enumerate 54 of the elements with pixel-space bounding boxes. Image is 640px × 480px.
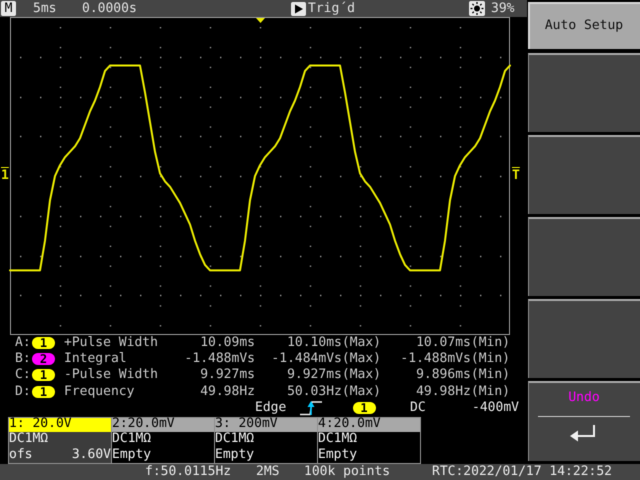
text: 50.03Hz(Max)	[287, 384, 381, 399]
text: RTC:2022/01/17 14:22:52	[432, 464, 612, 479]
text: 1: 20.0V	[9, 416, 72, 431]
text: 49.98Hz(Min)	[416, 384, 510, 399]
text: M	[4, 0, 12, 16]
text: Frequency	[64, 384, 134, 399]
text: Auto Setup	[544, 18, 624, 33]
text: 9.927ms(Max)	[287, 367, 381, 382]
text: -1.488mVs(Min)	[400, 351, 510, 366]
text: 3: 200mV	[215, 416, 278, 431]
text: 9.896ms(Min)	[416, 367, 510, 382]
text: DC1MΩ	[112, 431, 152, 446]
text: 1	[40, 385, 48, 399]
text: -1.484mVs(Max)	[271, 351, 381, 366]
text: C:	[15, 367, 31, 382]
text: -400mV	[472, 400, 519, 415]
text: f:50.0115Hz	[145, 464, 232, 479]
text: Undo	[568, 390, 600, 405]
text: 1	[40, 368, 48, 382]
text: 100k points	[304, 464, 390, 479]
text: 0.0000s	[82, 1, 137, 16]
text: 39%	[491, 1, 514, 16]
text: B:	[15, 351, 31, 366]
text: 2MS	[256, 464, 280, 479]
text: 3.60V	[72, 447, 111, 462]
text: -Pulse Width	[64, 367, 158, 382]
text: 10.10ms(Max)	[287, 335, 381, 350]
text: T	[512, 168, 520, 183]
text: ofs	[9, 447, 32, 462]
text: DC1MΩ	[318, 431, 358, 446]
text: DC	[410, 400, 426, 415]
text: 2:20.0mV	[112, 416, 175, 431]
text: Empty	[112, 447, 152, 462]
text: 1	[1, 168, 9, 183]
text: 10.09ms	[200, 335, 255, 350]
text: A:	[15, 335, 31, 350]
text: 1	[40, 336, 48, 350]
text: Empty	[318, 447, 358, 462]
text: 10.07ms(Min)	[416, 335, 510, 350]
text: Empty	[215, 447, 254, 462]
text: DC1MΩ	[9, 431, 48, 446]
text: Edge	[255, 400, 286, 415]
text: 4:20.0mV	[318, 416, 381, 431]
text: 1	[360, 401, 368, 415]
text: -1.488mVs	[184, 351, 255, 366]
text: Integral	[64, 351, 127, 366]
text: D:	[15, 384, 31, 399]
text: +Pulse Width	[64, 335, 158, 350]
text: DC1MΩ	[215, 431, 254, 446]
text: 2	[40, 352, 48, 366]
text: 49.98Hz	[200, 384, 255, 399]
text: 9.927ms	[200, 367, 255, 382]
text: 5ms	[33, 1, 56, 16]
text: Trig´d	[308, 1, 355, 16]
